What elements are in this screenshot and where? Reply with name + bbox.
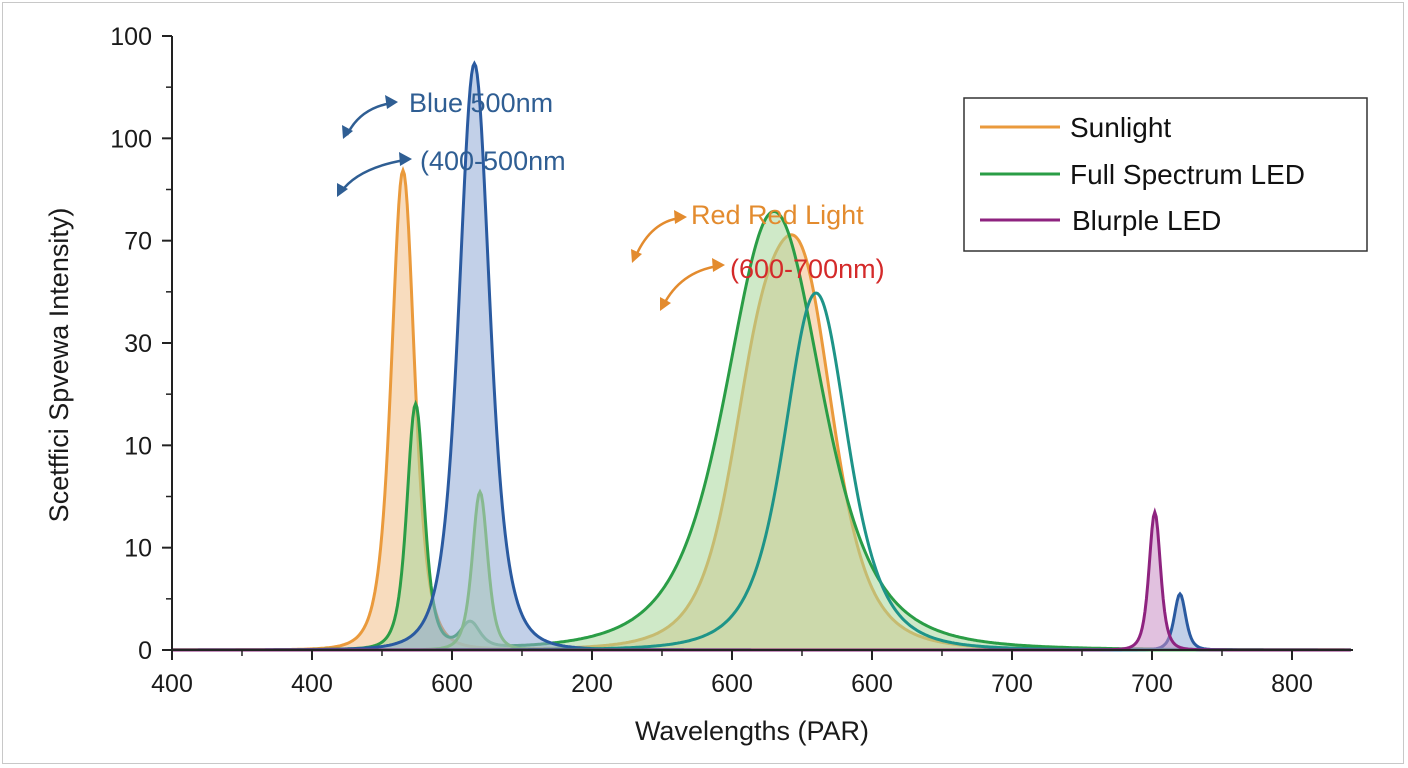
x-tick-label: 600 (711, 670, 753, 698)
x-tick-label: 600 (851, 670, 893, 698)
annotation-red-title: Red Red Light (691, 200, 864, 230)
series-area-full (172, 211, 1351, 650)
annotation-arrow-blue-1 (345, 101, 393, 136)
annotation-arrow-red-1 (633, 216, 681, 259)
annotation-arrowhead-red-1b (631, 249, 642, 263)
y-tick-label: 30 (124, 330, 152, 358)
x-tick-label: 800 (1271, 670, 1313, 698)
annotation-arrowhead-blue-1a (385, 95, 398, 109)
x-axis-title: Wavelengths (PAR) (635, 716, 869, 746)
y-tick-label: 100 (110, 125, 152, 153)
legend-label-full-spectrum: Full Spectrum LED (1070, 159, 1305, 190)
x-tick-label: 400 (291, 670, 333, 698)
annotation-red-range: (600-700nm) (730, 254, 885, 284)
legend-label-sunlight: Sunlight (1070, 112, 1171, 143)
legend-label-blurple: Blurple LED (1072, 205, 1221, 236)
annotation-arrowhead-blue-2a (399, 152, 412, 166)
y-tick-label: 10 (124, 432, 152, 460)
series-area-blue (172, 63, 1351, 650)
x-tick-label: 400 (151, 670, 193, 698)
legend: Sunlight Full Spectrum LED Blurple LED (963, 97, 1368, 252)
x-tick-label: 600 (431, 670, 473, 698)
y-tick-label: 100 (110, 23, 152, 51)
annotation-arrow-blue-2 (339, 158, 406, 193)
x-tick-label: 200 (571, 670, 613, 698)
y-ticks: 0 10 10 30 70 100 100 (110, 23, 172, 665)
annotation-arrowhead-blue-2b (337, 183, 348, 197)
annotation-arrowhead-red-2a (712, 258, 725, 272)
y-tick-label: 0 (138, 637, 152, 665)
annotation-blue-title: Blue 500nm (409, 88, 553, 118)
x-tick-label: 700 (991, 670, 1033, 698)
annotation-arrowhead-blue-1b (342, 125, 353, 139)
annotation-arrowhead-red-2b (660, 297, 671, 311)
y-tick-label: 10 (124, 535, 152, 563)
x-tick-label: 700 (1131, 670, 1173, 698)
annotation-arrowhead-red-1a (674, 210, 687, 224)
annotation-arrow-red-2 (661, 264, 719, 307)
y-axis-title: Scetffici Spvewa Intensity) (44, 208, 74, 523)
annotations: Blue 500nm (400-500nm Red Red Light (600… (337, 88, 885, 311)
x-ticks: 400 400 600 200 600 600 700 700 800 (151, 650, 1313, 698)
annotation-blue-range: (400-500nm (420, 146, 566, 176)
y-tick-label: 70 (124, 228, 152, 256)
